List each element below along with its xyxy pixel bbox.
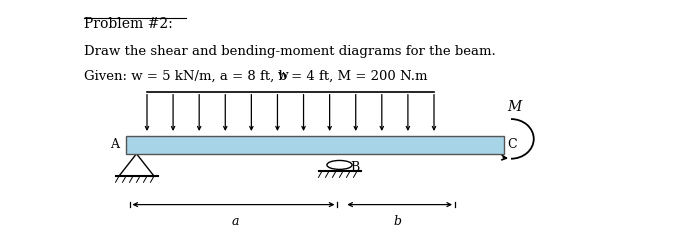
Polygon shape [119, 154, 154, 176]
Text: B: B [350, 161, 359, 174]
Text: Problem #2:: Problem #2: [84, 17, 173, 31]
FancyBboxPatch shape [126, 136, 504, 154]
Circle shape [327, 160, 352, 169]
Text: C: C [508, 138, 517, 151]
Text: Draw the shear and bending-moment diagrams for the beam.: Draw the shear and bending-moment diagra… [84, 45, 496, 58]
Text: w: w [278, 69, 289, 82]
Text: A: A [110, 138, 119, 151]
Text: b: b [394, 215, 402, 227]
Text: Given: w = 5 kN/m, a = 8 ft, b = 4 ft, M = 200 N.m: Given: w = 5 kN/m, a = 8 ft, b = 4 ft, M… [84, 69, 428, 82]
Text: M: M [508, 100, 522, 114]
Text: a: a [232, 215, 239, 227]
